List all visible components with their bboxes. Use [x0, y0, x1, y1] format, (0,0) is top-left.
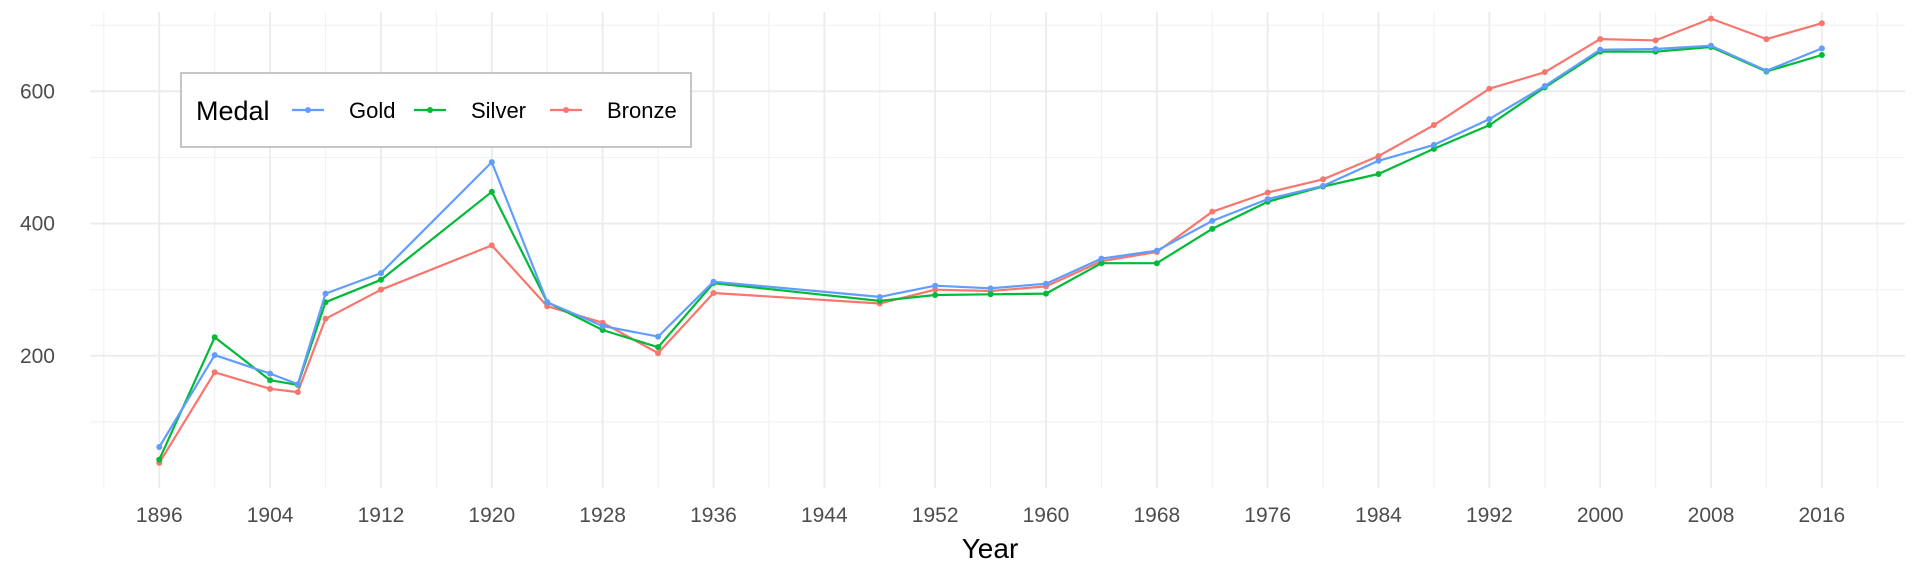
x-tick-label: 1928 — [579, 504, 626, 527]
x-tick-label: 1936 — [690, 504, 737, 527]
x-tick-label: 1952 — [912, 504, 959, 527]
data-point-gold — [211, 352, 218, 359]
data-point-silver — [1098, 260, 1105, 267]
legend-key-point-bronze — [563, 107, 569, 113]
data-point-bronze — [1541, 69, 1548, 76]
data-point-bronze — [211, 369, 218, 376]
data-point-silver — [1153, 260, 1160, 267]
x-tick-label: 2016 — [1799, 504, 1846, 527]
data-point-gold — [1818, 45, 1825, 52]
data-point-silver — [211, 334, 218, 341]
data-point-silver — [377, 276, 384, 283]
data-point-gold — [1708, 42, 1715, 49]
data-point-bronze — [710, 289, 717, 296]
data-point-gold — [544, 299, 551, 306]
legend-key-point-silver — [427, 107, 433, 113]
x-tick-label: 1912 — [358, 504, 405, 527]
legend: Medal Gold Silver Bronze — [180, 72, 692, 148]
legend-label-bronze: Bronze — [607, 98, 677, 123]
data-point-bronze — [267, 385, 274, 392]
data-point-gold — [1652, 46, 1659, 53]
data-point-gold — [710, 278, 717, 285]
data-point-silver — [1042, 290, 1049, 297]
x-tick-label: 2000 — [1577, 504, 1624, 527]
data-point-bronze — [1264, 189, 1271, 196]
y-tick-label: 400 — [20, 213, 55, 236]
data-point-gold — [876, 293, 883, 300]
data-point-gold — [488, 159, 495, 166]
data-point-gold — [932, 282, 939, 289]
data-point-gold — [377, 270, 384, 277]
data-point-gold — [1541, 83, 1548, 90]
data-point-bronze — [1763, 36, 1770, 43]
data-point-gold — [1042, 280, 1049, 287]
x-axis-title: Year — [962, 533, 1019, 564]
legend-title: Medal — [196, 96, 270, 126]
x-tick-label: 1984 — [1355, 504, 1402, 527]
legend-key-point-gold — [305, 107, 311, 113]
y-tick-label: 200 — [20, 345, 55, 368]
data-point-gold — [1264, 196, 1271, 203]
data-point-gold — [655, 333, 662, 340]
data-point-bronze — [655, 350, 662, 357]
data-point-gold — [322, 290, 329, 297]
data-point-silver — [156, 456, 163, 463]
x-tick-label: 1904 — [247, 504, 294, 527]
legend-label-silver: Silver — [471, 98, 526, 123]
x-axis-ticks: 1896 1904 1912 1920 1928 1936 1944 1952 1960 1968… — [136, 504, 1845, 527]
x-tick-label: 1992 — [1466, 504, 1513, 527]
y-axis-ticks: 200 400 600 — [20, 80, 55, 367]
y-tick-label: 600 — [20, 80, 55, 103]
data-point-silver — [1375, 170, 1382, 177]
data-point-gold — [1763, 67, 1770, 74]
data-point-bronze — [1708, 15, 1715, 22]
data-point-silver — [1818, 51, 1825, 58]
data-point-gold — [1375, 157, 1382, 164]
x-tick-label: 1920 — [468, 504, 515, 527]
data-point-gold — [1430, 141, 1437, 148]
data-point-gold — [294, 381, 301, 388]
x-tick-label: 1960 — [1023, 504, 1070, 527]
data-point-silver — [1209, 225, 1216, 232]
data-point-silver — [1486, 122, 1493, 129]
data-point-silver — [987, 291, 994, 298]
x-tick-label: 1896 — [136, 504, 183, 527]
x-tick-label: 2008 — [1688, 504, 1735, 527]
data-point-bronze — [1320, 176, 1327, 183]
data-point-gold — [599, 323, 606, 330]
data-point-bronze — [1486, 85, 1493, 92]
data-point-bronze — [1209, 208, 1216, 215]
data-point-bronze — [377, 286, 384, 293]
data-point-bronze — [1430, 122, 1437, 129]
data-point-silver — [488, 188, 495, 195]
x-tick-label: 1968 — [1133, 504, 1180, 527]
data-point-silver — [267, 377, 274, 384]
data-point-gold — [156, 444, 163, 451]
data-point-bronze — [1597, 36, 1604, 43]
x-tick-label: 1976 — [1244, 504, 1291, 527]
data-point-gold — [267, 370, 274, 377]
data-point-gold — [1486, 116, 1493, 123]
data-point-bronze — [1818, 20, 1825, 27]
data-point-bronze — [294, 389, 301, 396]
data-point-gold — [1098, 255, 1105, 262]
data-point-gold — [1153, 247, 1160, 254]
series-lines — [156, 15, 1825, 466]
legend-items: Gold Silver Bronze — [292, 98, 677, 123]
data-point-bronze — [322, 315, 329, 322]
data-point-silver — [932, 291, 939, 298]
x-tick-label: 1944 — [801, 504, 848, 527]
legend-label-gold: Gold — [349, 98, 395, 123]
data-point-bronze — [488, 242, 495, 249]
data-point-gold — [987, 285, 994, 292]
data-point-gold — [1320, 182, 1327, 189]
data-point-gold — [1209, 217, 1216, 224]
data-point-silver — [655, 344, 662, 351]
data-point-bronze — [1652, 37, 1659, 44]
data-point-bronze — [1375, 153, 1382, 160]
data-point-gold — [1597, 46, 1604, 53]
